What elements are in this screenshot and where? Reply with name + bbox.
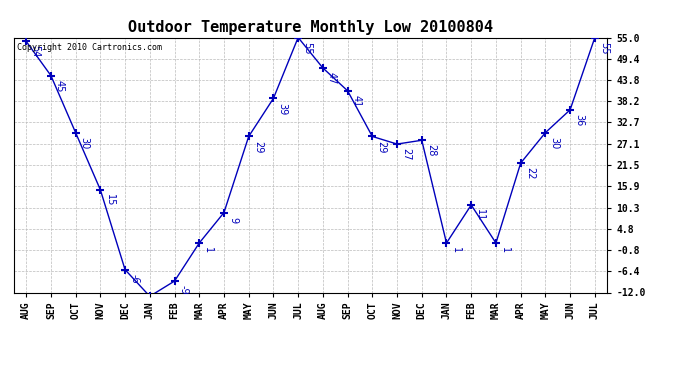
- Text: 1: 1: [204, 247, 213, 254]
- Text: 29: 29: [253, 141, 263, 153]
- Title: Outdoor Temperature Monthly Low 20100804: Outdoor Temperature Monthly Low 20100804: [128, 20, 493, 35]
- Text: 27: 27: [401, 148, 411, 161]
- Text: 29: 29: [377, 141, 386, 153]
- Text: 1: 1: [451, 247, 461, 254]
- Text: 45: 45: [55, 80, 65, 92]
- Text: 41: 41: [352, 95, 362, 107]
- Text: 22: 22: [525, 167, 535, 180]
- Text: 36: 36: [574, 114, 584, 126]
- Text: 30: 30: [80, 137, 90, 149]
- Text: -9: -9: [179, 285, 188, 295]
- Text: 28: 28: [426, 144, 436, 157]
- Text: 30: 30: [549, 137, 560, 149]
- Text: -6: -6: [129, 274, 139, 284]
- Text: 54: 54: [30, 45, 40, 58]
- Text: 39: 39: [277, 102, 288, 115]
- Text: 9: 9: [228, 217, 238, 223]
- Text: 15: 15: [104, 194, 115, 206]
- Text: 11: 11: [475, 209, 485, 221]
- Text: 1: 1: [500, 247, 510, 254]
- Text: -13: -13: [0, 374, 1, 375]
- Text: 55: 55: [302, 42, 313, 54]
- Text: 55: 55: [599, 42, 609, 54]
- Text: Copyright 2010 Cartronics.com: Copyright 2010 Cartronics.com: [17, 43, 161, 52]
- Text: 47: 47: [327, 72, 337, 84]
